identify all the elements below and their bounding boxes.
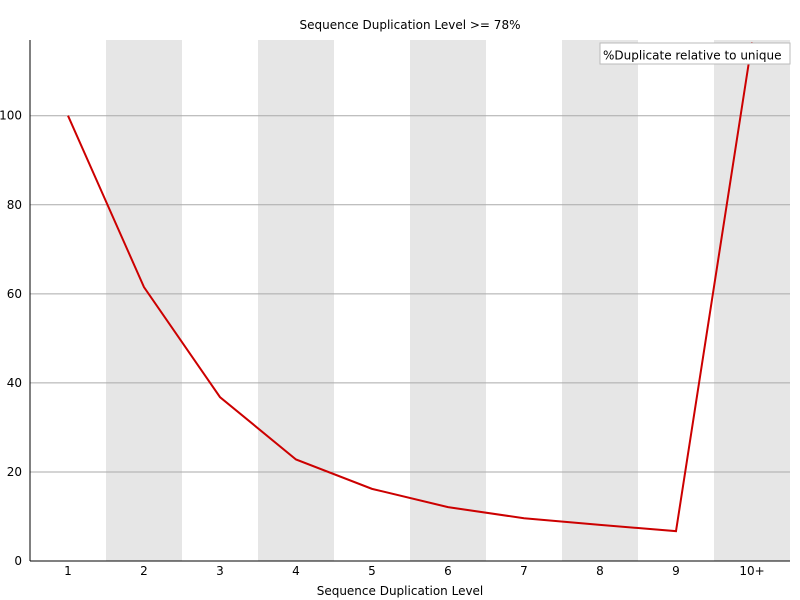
legend: %Duplicate relative to unique xyxy=(599,42,791,65)
legend-box xyxy=(599,42,791,65)
legend-entry: %Duplicate relative to unique xyxy=(603,49,781,63)
x-tick-label: 7 xyxy=(520,564,528,578)
alternating-bands xyxy=(106,40,790,561)
y-tick-label: 60 xyxy=(7,287,22,301)
band-2 xyxy=(106,40,182,561)
band-6 xyxy=(410,40,486,561)
x-tick-label: 9 xyxy=(672,564,680,578)
band-10+ xyxy=(714,40,790,561)
x-tick-label: 6 xyxy=(444,564,452,578)
y-tick-label: 100 xyxy=(0,109,22,123)
x-tick-label: 5 xyxy=(368,564,376,578)
band-8 xyxy=(562,40,638,561)
chart-title: Sequence Duplication Level >= 78% xyxy=(300,18,521,32)
x-tick-label: 10+ xyxy=(739,564,764,578)
y-tick-label: 20 xyxy=(7,465,22,479)
x-axis-title: Sequence Duplication Level xyxy=(317,584,484,598)
y-tick-label: 80 xyxy=(7,198,22,212)
x-tick-labels: 1 2 3 4 5 6 7 8 9 10+ xyxy=(64,564,764,578)
band-4 xyxy=(258,40,334,561)
y-tick-labels: 0 20 40 60 80 100 xyxy=(0,109,22,568)
x-tick-label: 8 xyxy=(596,564,604,578)
x-tick-label: 3 xyxy=(216,564,224,578)
series-lines xyxy=(67,42,753,533)
y-tick-label: 40 xyxy=(7,376,22,390)
x-tick-label: 2 xyxy=(140,564,148,578)
x-tick-label: 1 xyxy=(64,564,72,578)
series-line-0 xyxy=(67,42,753,533)
axes xyxy=(29,40,790,562)
horizontal-gridlines xyxy=(30,115,790,473)
y-tick-label: 0 xyxy=(14,554,22,568)
x-tick-label: 4 xyxy=(292,564,300,578)
